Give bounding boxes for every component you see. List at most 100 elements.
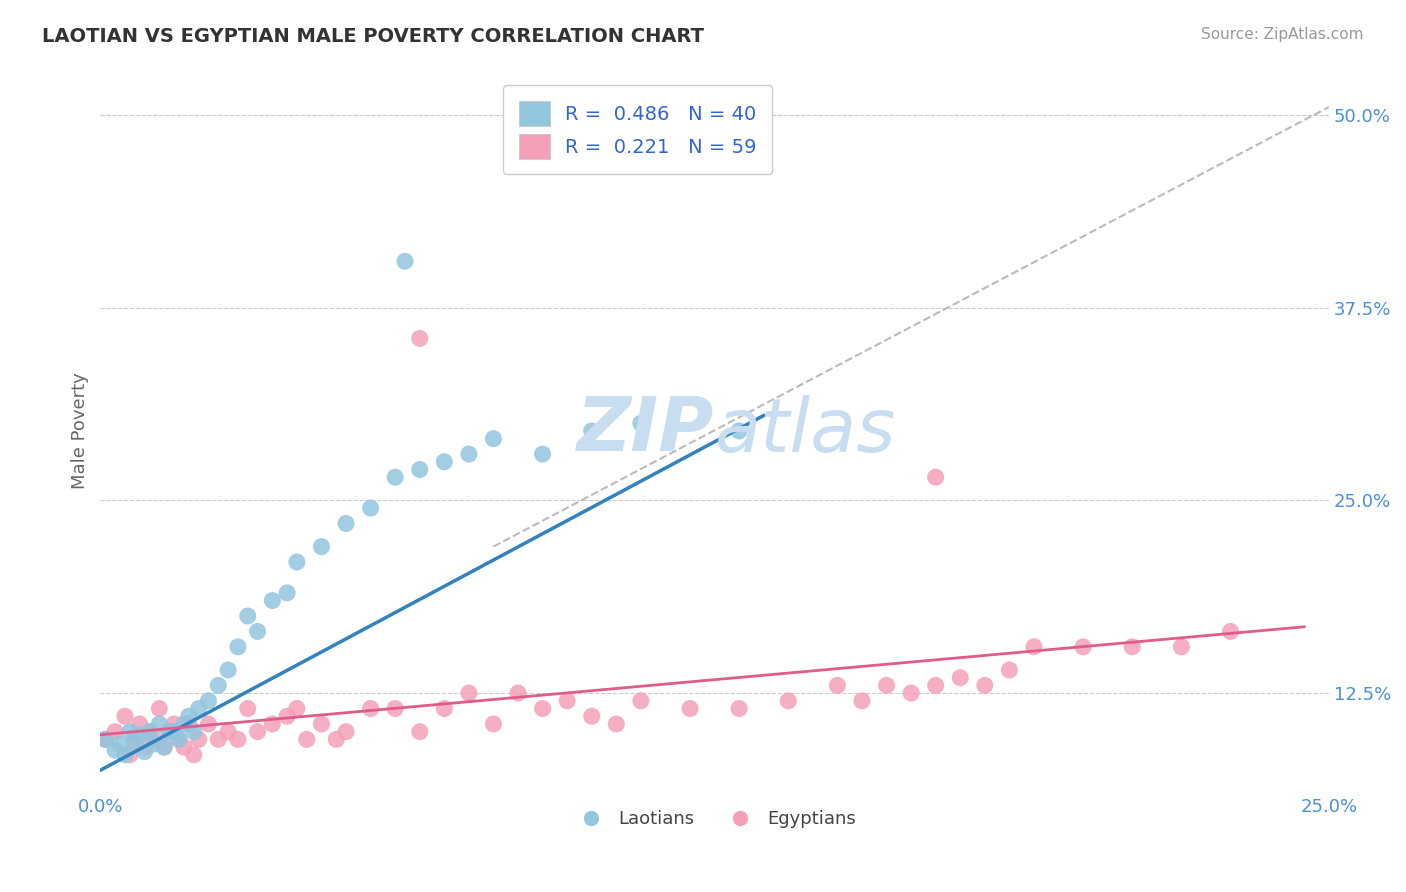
Point xyxy=(973,678,995,692)
Point xyxy=(1071,640,1094,654)
Point xyxy=(285,701,308,715)
Point xyxy=(1121,640,1143,654)
Legend: Laotians, Egyptians: Laotians, Egyptians xyxy=(567,803,863,835)
Point xyxy=(531,447,554,461)
Point xyxy=(187,701,209,715)
Point xyxy=(360,701,382,715)
Point xyxy=(384,701,406,715)
Point xyxy=(114,709,136,723)
Point xyxy=(128,717,150,731)
Point xyxy=(482,717,505,731)
Point xyxy=(285,555,308,569)
Point xyxy=(183,724,205,739)
Point xyxy=(143,737,166,751)
Point xyxy=(157,724,180,739)
Point xyxy=(555,694,578,708)
Point xyxy=(1219,624,1241,639)
Point xyxy=(506,686,529,700)
Point xyxy=(183,747,205,762)
Point xyxy=(173,717,195,731)
Point xyxy=(949,671,972,685)
Point xyxy=(124,735,146,749)
Point xyxy=(187,732,209,747)
Y-axis label: Male Poverty: Male Poverty xyxy=(72,373,89,490)
Point xyxy=(335,724,357,739)
Point xyxy=(134,740,156,755)
Point xyxy=(630,416,652,430)
Point xyxy=(94,732,117,747)
Point xyxy=(94,732,117,747)
Point xyxy=(207,678,229,692)
Point xyxy=(531,701,554,715)
Point xyxy=(114,747,136,762)
Point xyxy=(360,501,382,516)
Point xyxy=(163,724,186,739)
Point xyxy=(433,701,456,715)
Point xyxy=(236,701,259,715)
Point xyxy=(900,686,922,700)
Point xyxy=(246,724,269,739)
Point xyxy=(163,717,186,731)
Point xyxy=(433,455,456,469)
Point xyxy=(295,732,318,747)
Point xyxy=(457,447,479,461)
Point xyxy=(262,717,284,731)
Point xyxy=(605,717,627,731)
Point xyxy=(924,470,946,484)
Point xyxy=(262,593,284,607)
Point xyxy=(728,424,751,438)
Point xyxy=(118,747,141,762)
Point xyxy=(630,694,652,708)
Point xyxy=(827,678,849,692)
Point xyxy=(167,732,190,747)
Point xyxy=(226,732,249,747)
Point xyxy=(148,717,170,731)
Point xyxy=(394,254,416,268)
Text: Source: ZipAtlas.com: Source: ZipAtlas.com xyxy=(1201,27,1364,42)
Point xyxy=(217,663,239,677)
Point xyxy=(457,686,479,700)
Point xyxy=(138,724,160,739)
Point xyxy=(325,732,347,747)
Point xyxy=(197,717,219,731)
Point xyxy=(217,724,239,739)
Point xyxy=(1170,640,1192,654)
Point xyxy=(197,694,219,708)
Point xyxy=(276,586,298,600)
Point xyxy=(134,745,156,759)
Point xyxy=(409,724,432,739)
Point xyxy=(924,678,946,692)
Point xyxy=(138,724,160,739)
Point xyxy=(311,540,333,554)
Point xyxy=(998,663,1021,677)
Point xyxy=(236,609,259,624)
Text: atlas: atlas xyxy=(714,395,896,467)
Point xyxy=(246,624,269,639)
Point xyxy=(409,462,432,476)
Text: ZIP: ZIP xyxy=(578,394,714,467)
Point xyxy=(153,740,176,755)
Point xyxy=(851,694,873,708)
Point xyxy=(409,331,432,345)
Point xyxy=(153,740,176,755)
Point xyxy=(1022,640,1045,654)
Point xyxy=(728,701,751,715)
Point xyxy=(108,737,131,751)
Point xyxy=(384,470,406,484)
Point xyxy=(104,724,127,739)
Point xyxy=(148,701,170,715)
Point xyxy=(335,516,357,531)
Point xyxy=(207,732,229,747)
Point xyxy=(104,743,127,757)
Point xyxy=(143,732,166,747)
Text: LAOTIAN VS EGYPTIAN MALE POVERTY CORRELATION CHART: LAOTIAN VS EGYPTIAN MALE POVERTY CORRELA… xyxy=(42,27,704,45)
Point xyxy=(118,724,141,739)
Point xyxy=(876,678,898,692)
Point xyxy=(157,724,180,739)
Point xyxy=(276,709,298,723)
Point xyxy=(581,424,603,438)
Point xyxy=(482,432,505,446)
Point xyxy=(167,732,190,747)
Point xyxy=(778,694,800,708)
Point xyxy=(177,709,200,723)
